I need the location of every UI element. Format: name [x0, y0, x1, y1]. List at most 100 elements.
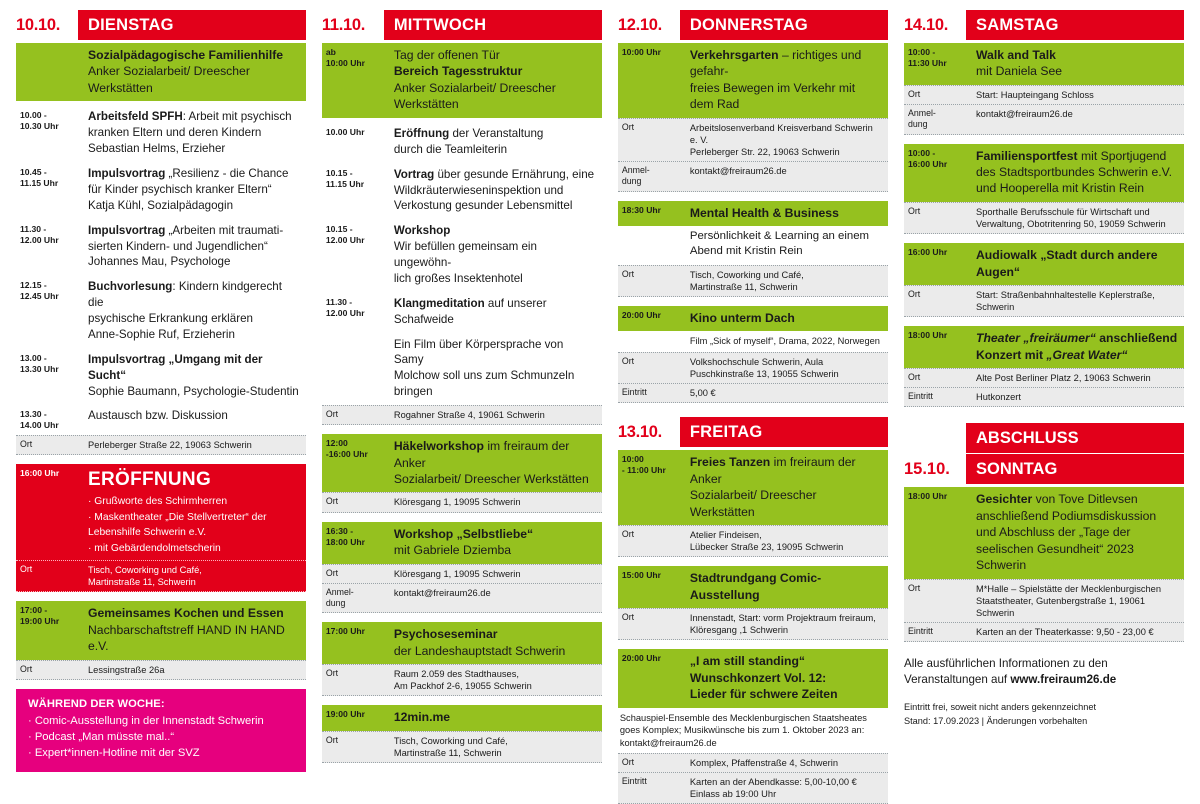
- event-title: Freies Tanzen: [689, 455, 771, 470]
- event-text: Sozialpädagogische Familienhilfe Anker S…: [78, 43, 306, 101]
- event-title-a: Theater „freiräumer“: [976, 331, 1096, 346]
- event-block-tag-der-offenen-tuer[interactable]: ab 10:00 Uhr Tag der offenen Tür Bereich…: [321, 43, 602, 118]
- weekly-highlights-box[interactable]: WÄHREND DER WOCHE: · Comic-Ausstellung i…: [16, 688, 306, 772]
- meta-label: Ort: [621, 612, 635, 623]
- column-dienstag: 10.10. DIENSTAG Sozialpädagogische Famil…: [8, 10, 314, 772]
- meta-label: Anmel- dung: [908, 108, 936, 130]
- event-text: Workshop „Selbstliebe“ mit Gabriele Dzie…: [384, 522, 602, 564]
- event-time: 11.30 - 12.00 Uhr: [325, 296, 365, 318]
- day-header-samstag: 14.10. SAMSTAG: [904, 10, 1184, 40]
- list-item[interactable]: 10.15 - 11.15 Uhr Vortrag über gesunde E…: [322, 163, 602, 220]
- event-text: Audiowalk „Stadt durch andere Augen“: [966, 243, 1184, 285]
- list-item[interactable]: 13.00 - 13.30 Uhr Impulsvortrag „Umgang …: [16, 348, 306, 405]
- day-name: SONNTAG: [966, 454, 1184, 485]
- list-item[interactable]: 12.15 - 12.45 Uhr Buchvorlesung: Kindern…: [16, 275, 306, 348]
- event-title: Familiensportfest: [976, 148, 1078, 163]
- meta-label: Ort: [908, 372, 921, 383]
- meta-label: Ort: [908, 88, 921, 99]
- meta-label: Ort: [621, 529, 635, 540]
- spacer: [904, 423, 966, 453]
- meta-value[interactable]: kontakt@freiraum26.de: [976, 109, 1073, 120]
- event-block-kochen[interactable]: 17:00 - 19:00 Uhr Gemeinsames Kochen und…: [16, 601, 306, 680]
- event-text: Psychoseseminar der Landeshauptstadt Sch…: [384, 622, 602, 664]
- list-item[interactable]: 10.45 - 11.15 Uhr Impulsvortrag „Resilie…: [16, 162, 306, 219]
- event-block-verkehrsgarten[interactable]: 10:00 Uhr Verkehrsgarten – richtiges und…: [617, 43, 888, 192]
- event-detail: der Veranstaltung durch die Teamleiterin: [393, 126, 544, 156]
- event-block-theater[interactable]: 18:00 Uhr Theater „freiräumer“ anschließ…: [904, 326, 1184, 408]
- event-detail: : Kindern kindgerecht die psychische Erk…: [88, 280, 282, 341]
- event-block-walk-and-talk[interactable]: 10:00 - 11:30 Uhr Walk and Talk mit Dani…: [904, 43, 1184, 135]
- meta-row-ort: Ort Arbeitslosenverband Kreisverband Sch…: [617, 117, 888, 163]
- meta-row-ort: Ort Tisch, Coworking und Café, Martinstr…: [617, 264, 888, 298]
- event-detail: Austausch bzw. Diskussion: [88, 409, 228, 423]
- event-title: Eröffnung: [393, 126, 450, 140]
- meta-label: Ort: [325, 668, 339, 679]
- event-block-familienhilfe[interactable]: Sozialpädagogische Familienhilfe Anker S…: [16, 43, 306, 102]
- meta-label: Ort: [20, 663, 33, 674]
- footer-info: Alle ausführlichen Informationen zu den …: [904, 656, 1184, 687]
- event-block-audiowalk[interactable]: 16:00 Uhr Audiowalk „Stadt durch andere …: [904, 243, 1184, 318]
- meta-label: Eintritt: [621, 387, 647, 398]
- meta-row-ort: Ort Alte Post Berliner Platz 2, 19063 Sc…: [904, 368, 1184, 389]
- event-title: Sozialpädagogische Familienhilfe: [88, 48, 284, 62]
- footer-note-free: Eintritt frei, soweit nicht anders geken…: [904, 702, 1097, 713]
- meta-value[interactable]: kontakt@freiraum26.de: [689, 166, 787, 177]
- event-block-stadtrundgang[interactable]: 15:00 Uhr Stadtrundgang Comic-Ausstellun…: [617, 566, 888, 641]
- event-detail: mit Gabriele Dziemba: [393, 543, 512, 558]
- event-title: „I am still standing“ Wunschkonzert Vol.…: [689, 654, 838, 702]
- list-item[interactable]: 11.30 - 12.00 Uhr Impulsvortrag „Arbeite…: [16, 219, 306, 276]
- event-text: Familiensportfest mit Sportjugend des St…: [966, 144, 1184, 202]
- spacer: [618, 331, 680, 352]
- event-block-haekelworkshop[interactable]: 12:00 -16:00 Uhr Häkelworkshop im freira…: [321, 434, 602, 513]
- list-item[interactable]: 11.30 - 12.00 Uhr Klangmeditation auf un…: [322, 292, 602, 333]
- event-time: 12:00 -16:00 Uhr: [325, 438, 368, 460]
- list-item[interactable]: 10.15 - 12.00 Uhr Workshop Wir befüllen …: [322, 219, 602, 292]
- event-block-eroeffnung[interactable]: 16:00 Uhr ERÖFFNUNG · Grußworte des Schi…: [16, 464, 306, 593]
- event-time: [16, 43, 78, 51]
- event-time: 10:00 Uhr: [621, 47, 662, 57]
- event-text: Ein Film über Körpersprache von Samy Mol…: [384, 333, 602, 406]
- event-highlight: 17:00 Uhr Psychoseseminar der Landeshaup…: [321, 622, 602, 665]
- event-time: 10.00 Uhr: [325, 126, 365, 137]
- weekly-title: WÄHREND DER WOCHE:: [28, 697, 165, 710]
- event-detail: mit Sportjugend des Stadtsportbundes Sch…: [976, 148, 1173, 196]
- event-highlight: 18:00 Uhr Gesichter von Tove Ditlevsen a…: [904, 487, 1184, 579]
- event-time: 20:00 Uhr: [621, 653, 662, 664]
- meta-row-ort: Ort Tisch, Coworking und Café, Martinstr…: [321, 730, 602, 763]
- meta-row-anmeldung: Anmel- dung kontakt@freiraum26.de: [904, 105, 1184, 135]
- list-item[interactable]: 13.30 - 14.00 Uhr Austausch bzw. Diskuss…: [16, 404, 306, 435]
- meta-row-ort: Ort Volkshochschule Schwerin, Aula Pusch…: [617, 352, 888, 385]
- footer-website[interactable]: www.freiraum26.de: [1010, 672, 1117, 686]
- event-block-selbstliebe[interactable]: 16:30 - 18:00 Uhr Workshop „Selbstliebe“…: [321, 521, 602, 614]
- event-block-psychoseseminar[interactable]: 17:00 Uhr Psychoseseminar der Landeshaup…: [321, 622, 602, 697]
- meta-value: Tisch, Coworking und Café, Martinstraße …: [393, 735, 508, 758]
- event-block-wunschkonzert[interactable]: 20:00 Uhr „I am still standing“ Wunschko…: [617, 649, 888, 804]
- event-block-gesichter[interactable]: 18:00 Uhr Gesichter von Tove Ditlevsen a…: [904, 487, 1184, 642]
- event-time: 10.15 - 11.15 Uhr: [325, 167, 365, 189]
- event-block-12minme[interactable]: 19:00 Uhr 12min.me Ort Tisch, Coworking …: [321, 705, 602, 763]
- event-detail: „Arbeiten mit traumati- sierten Kindern-…: [88, 223, 284, 269]
- event-time: 10.00 - 10.30 Uhr: [20, 110, 59, 132]
- event-time: 20:00 Uhr: [621, 310, 662, 321]
- event-block-familiensportfest[interactable]: 10:00 - 16:00 Uhr Familiensportfest mit …: [904, 143, 1184, 235]
- event-list-dienstag: 10.00 - 10.30 Uhr Arbeitsfeld SPFH: Arbe…: [16, 105, 306, 435]
- list-item[interactable]: 10.00 Uhr Eröffnung der Veranstaltung du…: [322, 122, 602, 163]
- event-title: Mental Health & Business: [689, 205, 839, 220]
- list-item[interactable]: 10.00 - 10.30 Uhr Arbeitsfeld SPFH: Arbe…: [16, 105, 306, 162]
- meta-label: Eintritt: [621, 775, 647, 786]
- event-detail: auf unserer Schafweide: [393, 296, 547, 326]
- event-title: Impulsvortrag „Umgang mit der Sucht“: [88, 352, 263, 382]
- list-item[interactable]: Ein Film über Körpersprache von Samy Mol…: [322, 333, 602, 406]
- meta-row-ort: Ort Perleberger Straße 22, 19063 Schweri…: [16, 435, 306, 456]
- event-block-kino[interactable]: 20:00 Uhr Kino unterm Dach Film „Sick of…: [617, 306, 888, 404]
- event-time: 16:00 Uhr: [20, 468, 60, 479]
- meta-value[interactable]: kontakt@freiraum26.de: [393, 587, 491, 598]
- event-detail: der Landeshauptstadt Schwerin: [393, 643, 566, 658]
- event-time: 16:00 Uhr: [908, 247, 948, 258]
- event-block-freies-tanzen[interactable]: 10:00 - 11:00 Uhr Freies Tanzen im freir…: [617, 450, 888, 558]
- event-subtitle: Anker Sozialarbeit/ Dreescher Werkstätte…: [393, 80, 556, 112]
- event-title: Klangmeditation: [393, 296, 485, 310]
- meta-value: Rogahner Straße 4, 19061 Schwerin: [393, 410, 545, 420]
- event-block-mental-health[interactable]: 18:30 Uhr Mental Health & Business Persö…: [617, 200, 888, 298]
- event-title: Arbeitsfeld SPFH: [88, 110, 183, 124]
